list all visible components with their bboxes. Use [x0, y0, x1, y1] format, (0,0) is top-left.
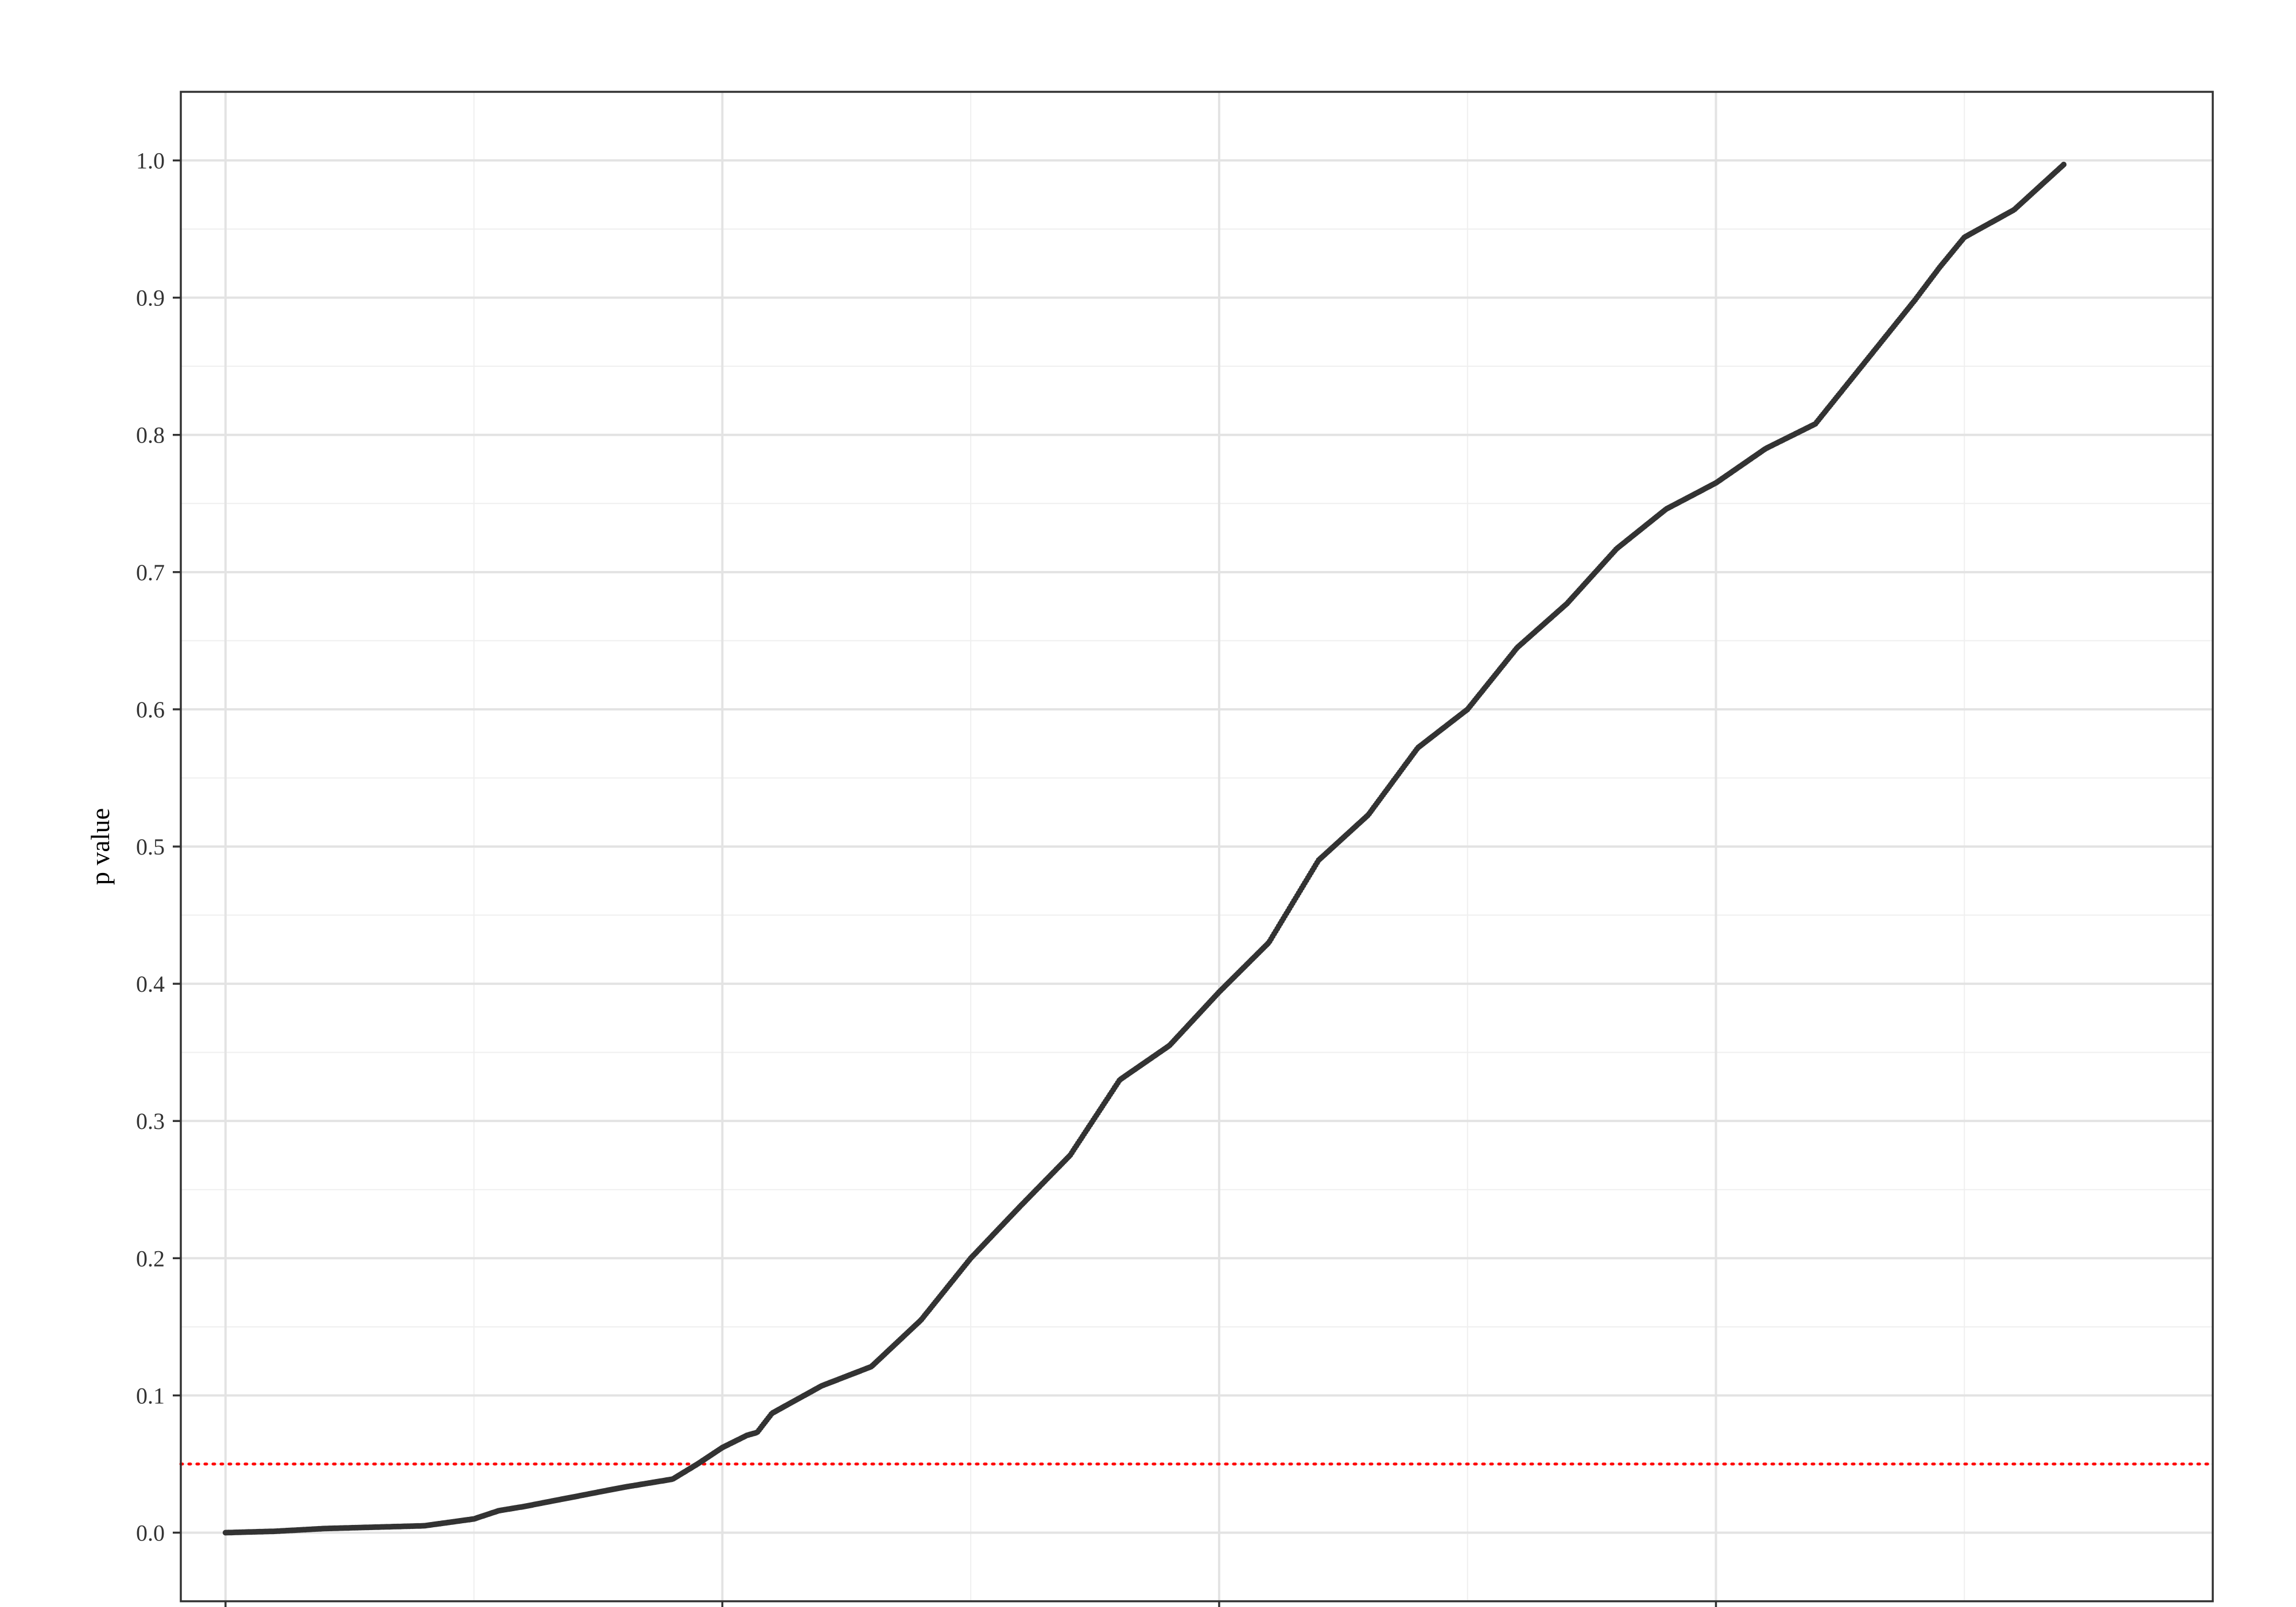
gridlines: [181, 91, 2213, 1602]
y-tick-label: 0.2: [136, 1245, 165, 1271]
y-tick-label: 0.4: [136, 971, 165, 997]
axes: 0.0 0.1 0.2 0.3 0.4 0.5 0.6 0.7 0.8 0.9 1.0: [136, 91, 2214, 1607]
y-tick-label: 0.6: [136, 697, 165, 723]
y-tick-label: 0.5: [136, 834, 165, 860]
y-tick-label: 0.7: [136, 560, 165, 585]
y-tick-label: 0.1: [136, 1383, 165, 1408]
y-tick-label: 0.8: [136, 422, 165, 448]
y-tick-label: 1.0: [136, 148, 165, 174]
data-points: [222, 161, 2067, 1536]
y-axis-title: p value: [86, 808, 115, 885]
y-tick-label: 0.3: [136, 1108, 165, 1134]
y-tick-label: 0.0: [136, 1520, 165, 1546]
data-point: [2061, 161, 2067, 168]
y-tick-label: 0.9: [136, 285, 165, 311]
